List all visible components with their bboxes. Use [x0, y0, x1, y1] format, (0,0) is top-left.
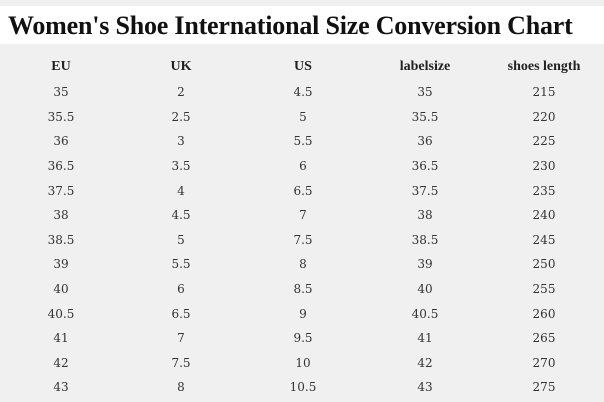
cell-us: 9	[299, 306, 307, 321]
table-row: 37.5 4 6.5 37.5 235	[0, 178, 604, 203]
cell-uk: 2.5	[171, 109, 191, 124]
table-row: 43 8 10.5 43 275	[0, 375, 604, 400]
cell-eu: 42	[53, 355, 69, 370]
cell-eu: 43	[53, 380, 69, 395]
cell-labelsize: 38.5	[411, 232, 439, 247]
table-row: 35.5 2.5 5 35.5 220	[0, 105, 604, 130]
table-row: 38 4.5 7 38 240	[0, 203, 604, 228]
cell-shoes-length: 230	[532, 159, 556, 174]
cell-uk: 8	[177, 380, 185, 395]
cell-labelsize: 40.5	[411, 306, 439, 321]
cell-us: 10.5	[289, 380, 317, 395]
cell-uk: 4	[177, 183, 185, 198]
cell-shoes-length: 220	[532, 109, 556, 124]
table-row: 36 3 5.5 36 225	[0, 129, 604, 154]
cell-shoes-length: 275	[532, 380, 556, 395]
cell-eu: 40.5	[47, 306, 75, 321]
cell-uk: 3.5	[171, 159, 191, 174]
cell-labelsize: 42	[417, 355, 433, 370]
column-header-labelsize: labelsize	[399, 59, 451, 74]
cell-uk: 7.5	[171, 355, 191, 370]
size-conversion-table: EU UK US labelsize shoes length 35 2 4.5 35 215 3…	[0, 54, 604, 400]
table-row: 40.5 6.5 9 40.5 260	[0, 301, 604, 326]
cell-us: 8	[299, 257, 307, 272]
cell-labelsize: 36.5	[411, 159, 439, 174]
cell-shoes-length: 250	[532, 257, 556, 272]
cell-eu: 38.5	[47, 232, 75, 247]
column-header-uk: UK	[170, 59, 192, 74]
table-row: 36.5 3.5 6 36.5 230	[0, 154, 604, 179]
cell-eu: 38	[53, 208, 69, 223]
cell-us: 7.5	[293, 232, 313, 247]
cell-us: 6	[299, 159, 307, 174]
cell-shoes-length: 240	[532, 208, 556, 223]
header-row: EU UK US labelsize shoes length	[0, 54, 604, 80]
cell-shoes-length: 215	[532, 85, 556, 100]
cell-shoes-length: 265	[532, 331, 556, 346]
cell-uk: 7	[177, 331, 185, 346]
cell-us: 4.5	[293, 85, 313, 100]
cell-eu: 36.5	[47, 159, 75, 174]
cell-shoes-length: 235	[532, 183, 556, 198]
cell-eu: 36	[53, 134, 69, 149]
column-header-us: US	[294, 59, 312, 74]
cell-us: 5	[299, 109, 307, 124]
cell-eu: 41	[53, 331, 69, 346]
cell-labelsize: 41	[417, 331, 433, 346]
cell-us: 10	[295, 355, 311, 370]
cell-uk: 2	[177, 85, 185, 100]
page-title: Women's Shoe International Size Conversi…	[8, 11, 573, 40]
table-row: 35 2 4.5 35 215	[0, 80, 604, 105]
column-header-shoes-length: shoes length	[507, 59, 581, 74]
cell-us: 8.5	[293, 282, 313, 297]
cell-us: 9.5	[293, 331, 313, 346]
table-row: 38.5 5 7.5 38.5 245	[0, 228, 604, 253]
cell-us: 6.5	[293, 183, 313, 198]
cell-uk: 5	[177, 232, 185, 247]
table-row: 39 5.5 8 39 250	[0, 252, 604, 277]
cell-us: 5.5	[293, 134, 313, 149]
table-row: 42 7.5 10 42 270	[0, 351, 604, 376]
table-row: 41 7 9.5 41 265	[0, 326, 604, 351]
cell-labelsize: 38	[417, 208, 433, 223]
cell-labelsize: 35	[417, 85, 433, 100]
cell-labelsize: 43	[417, 380, 433, 395]
cell-shoes-length: 225	[532, 134, 556, 149]
cell-labelsize: 35.5	[411, 109, 439, 124]
table-row: 40 6 8.5 40 255	[0, 277, 604, 302]
cell-shoes-length: 245	[532, 232, 556, 247]
cell-uk: 4.5	[171, 208, 191, 223]
cell-labelsize: 40	[417, 282, 433, 297]
cell-uk: 6.5	[171, 306, 191, 321]
title-band: Women's Shoe International Size Conversi…	[0, 6, 604, 44]
cell-eu: 37.5	[47, 183, 75, 198]
column-header-eu: EU	[51, 59, 71, 74]
cell-eu: 39	[53, 257, 69, 272]
cell-eu: 35.5	[47, 109, 75, 124]
cell-labelsize: 39	[417, 257, 433, 272]
table-body: 35 2 4.5 35 215 35.5 2.5 5 35.5 220 36 3 5.5 36 225 36.…	[0, 80, 604, 400]
cell-labelsize: 36	[417, 134, 433, 149]
cell-shoes-length: 260	[532, 306, 556, 321]
cell-uk: 5.5	[171, 257, 191, 272]
cell-shoes-length: 255	[532, 282, 556, 297]
cell-uk: 3	[177, 134, 185, 149]
cell-labelsize: 37.5	[411, 183, 439, 198]
cell-eu: 40	[53, 282, 69, 297]
cell-shoes-length: 270	[532, 355, 556, 370]
cell-us: 7	[299, 208, 307, 223]
cell-uk: 6	[177, 282, 185, 297]
cell-eu: 35	[53, 85, 69, 100]
